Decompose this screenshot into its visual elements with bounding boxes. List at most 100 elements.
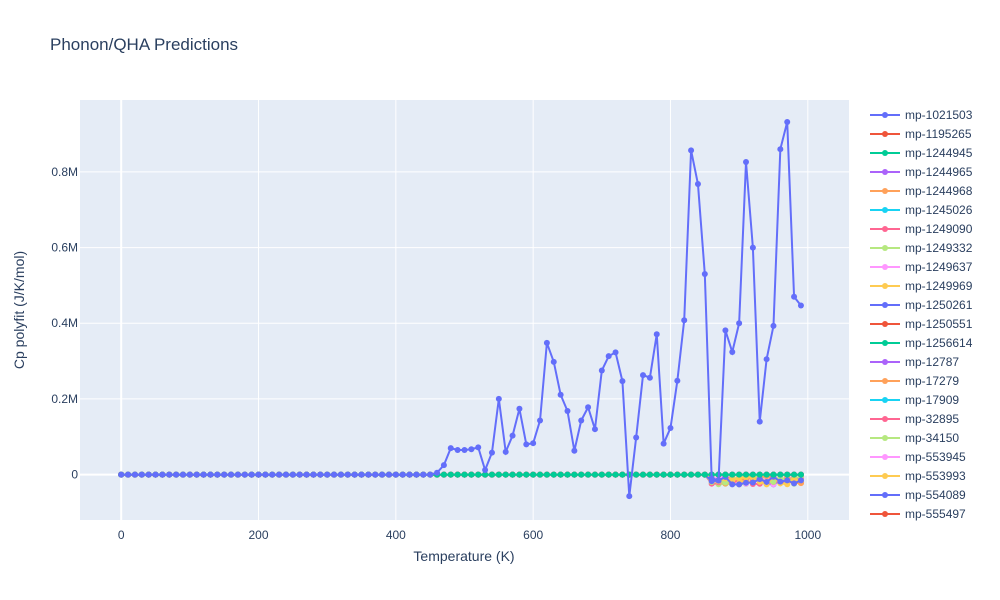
data-point [488, 449, 495, 456]
legend-swatch-marker [882, 359, 888, 365]
legend[interactable]: mp-1021503 mp-1195265 mp-1244945 mp-1244965… [870, 108, 973, 521]
legend-item-mp-1021503[interactable]: mp-1021503 [870, 108, 973, 122]
data-point [509, 432, 516, 439]
data-point [530, 471, 537, 478]
legend-swatch-marker [882, 188, 888, 194]
data-point [688, 471, 695, 478]
data-point [255, 471, 262, 478]
data-point [598, 471, 605, 478]
data-point [276, 471, 283, 478]
y-tick-label: 0.2M [51, 392, 78, 406]
data-point [564, 471, 571, 478]
legend-item-mp-1244968[interactable]: mp-1244968 [870, 184, 973, 198]
y-tick-label: 0.4M [51, 316, 78, 330]
data-point [482, 471, 489, 478]
data-point [234, 471, 241, 478]
data-point [736, 481, 743, 488]
legend-label: mp-1249637 [905, 260, 973, 274]
data-point [221, 471, 228, 478]
legend-item-mp-1244945[interactable]: mp-1244945 [870, 146, 973, 160]
data-point [351, 471, 358, 478]
y-axis-title: Cp polyfit (J/K/mol) [11, 251, 27, 369]
legend-item-mp-1244965[interactable]: mp-1244965 [870, 165, 973, 179]
data-point [523, 471, 530, 478]
data-point [605, 471, 612, 478]
data-point [289, 471, 296, 478]
data-point [784, 471, 791, 478]
legend-swatch-marker [882, 245, 888, 251]
data-point [475, 471, 482, 478]
legend-label: mp-1244968 [905, 184, 973, 198]
data-point [729, 349, 736, 355]
legend-item-mp-1256614[interactable]: mp-1256614 [870, 336, 973, 350]
legend-item-mp-553993[interactable]: mp-553993 [870, 469, 966, 483]
data-point [344, 471, 351, 478]
data-point [317, 471, 324, 478]
data-point [749, 471, 756, 478]
data-point [399, 471, 406, 478]
data-point [777, 471, 784, 478]
legend-label: mp-32895 [905, 412, 959, 426]
data-point [324, 471, 331, 478]
data-point [797, 477, 804, 484]
legend-item-mp-12787[interactable]: mp-12787 [870, 355, 959, 369]
series-mp-1021503 [118, 118, 804, 500]
legend-swatch-marker [882, 378, 888, 384]
data-point [461, 471, 468, 478]
data-point [420, 471, 427, 478]
legend-label: mp-1195265 [905, 127, 972, 141]
data-point [125, 471, 132, 478]
legend-item-mp-555497[interactable]: mp-555497 [870, 507, 966, 521]
data-point [640, 471, 647, 478]
data-point [729, 481, 736, 488]
legend-item-mp-17279[interactable]: mp-17279 [870, 374, 959, 388]
data-point [791, 293, 798, 300]
data-point [331, 471, 338, 478]
data-point [591, 471, 598, 478]
legend-swatch-marker [882, 473, 888, 479]
data-point [722, 327, 729, 334]
series-layer [118, 118, 804, 500]
data-point [516, 405, 523, 412]
legend-item-mp-553945[interactable]: mp-553945 [870, 450, 966, 464]
legend-item-mp-1250261[interactable]: mp-1250261 [870, 298, 973, 312]
data-point [406, 471, 413, 478]
legend-item-mp-1195265[interactable]: mp-1195265 [870, 127, 972, 141]
legend-item-mp-554089[interactable]: mp-554089 [870, 488, 966, 502]
data-point [743, 479, 750, 486]
legend-item-mp-1250551[interactable]: mp-1250551 [870, 317, 973, 331]
data-point [337, 471, 344, 478]
legend-item-mp-34150[interactable]: mp-34150 [870, 431, 959, 445]
data-point [214, 471, 221, 478]
data-point [749, 479, 756, 486]
legend-item-mp-1249969[interactable]: mp-1249969 [870, 279, 973, 293]
legend-swatch-marker [882, 283, 888, 289]
data-point [797, 302, 804, 309]
legend-item-mp-1249090[interactable]: mp-1249090 [870, 222, 973, 236]
legend-label: mp-12787 [905, 355, 959, 369]
x-tick-label: 400 [386, 528, 406, 542]
data-point [228, 471, 235, 478]
data-point [166, 471, 173, 478]
legend-item-mp-17909[interactable]: mp-17909 [870, 393, 959, 407]
data-point [756, 471, 763, 478]
legend-item-mp-32895[interactable]: mp-32895 [870, 412, 959, 426]
legend-swatch-marker [882, 302, 888, 308]
data-point [193, 471, 200, 478]
legend-item-mp-1245026[interactable]: mp-1245026 [870, 203, 973, 217]
data-point [447, 445, 454, 452]
data-point [736, 320, 743, 327]
data-point [598, 367, 605, 374]
legend-swatch-marker [882, 112, 888, 118]
data-point [461, 447, 468, 453]
legend-label: mp-1250551 [905, 317, 973, 331]
data-point [612, 349, 619, 356]
legend-item-mp-1249637[interactable]: mp-1249637 [870, 260, 973, 274]
legend-item-mp-1249332[interactable]: mp-1249332 [870, 241, 973, 255]
data-point [296, 471, 303, 478]
data-point [729, 471, 736, 478]
data-point [173, 471, 180, 478]
legend-label: mp-1250261 [905, 298, 973, 312]
data-point [770, 471, 777, 478]
legend-label: mp-17909 [905, 393, 959, 407]
